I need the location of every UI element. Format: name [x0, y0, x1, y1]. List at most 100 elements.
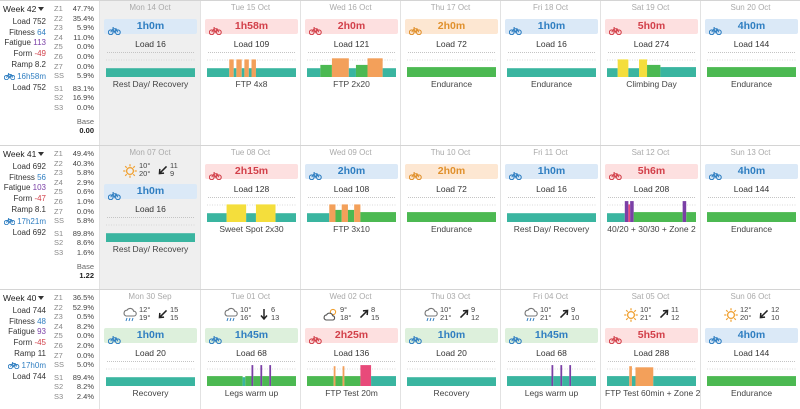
day-cell[interactable]: Tue 01 Oct 10° 16° 6 13 1h45m Load 68 Legs warm…	[200, 290, 300, 409]
intensity-segment	[207, 213, 227, 222]
workout-load: Load 16	[135, 204, 166, 214]
workout-card[interactable]: 2h25m Load 136 FTP Test 20m	[305, 328, 398, 400]
workout-card[interactable]: 2h0m Load 72 Endurance	[405, 164, 498, 236]
day-date: Wed 02 Oct	[329, 292, 372, 301]
day-cell[interactable]: Tue 15 Oct 1h58m Load 109 FTP 4x8	[200, 1, 300, 145]
workout-duration: 1h0m	[537, 20, 566, 32]
fatigue-label: Fatigue	[8, 327, 35, 337]
day-cell[interactable]: Sat 19 Oct 5h0m Load 274 Climbing Day	[600, 1, 700, 145]
workout-title: FTP 3x10	[333, 224, 370, 234]
day-cell[interactable]: Sat 05 Oct 10° 21° 11 12 5h5m Load 288 FTP Test…	[600, 290, 700, 409]
week-selector[interactable]: Week 42	[3, 4, 45, 14]
intensity-segment	[631, 376, 636, 386]
week-ramp: Ramp 8.2	[11, 59, 46, 69]
day-cell[interactable]: Fri 11 Oct 1h0m Load 16 Rest Day/ Recovery	[500, 146, 600, 289]
workout-card[interactable]: 2h15m Load 128 Sweet Spot 2x30	[205, 164, 298, 236]
workout-duration-bar: 1h0m	[104, 328, 197, 345]
workout-duration-bar: 4h0m	[705, 19, 798, 36]
temp-high: 21°	[440, 313, 452, 323]
workout-card[interactable]: 2h0m Load 121 FTP 2x20	[305, 19, 398, 91]
zone-row: Z2 52.9%	[54, 303, 94, 313]
workout-duration-bar: 1h0m	[104, 184, 197, 201]
week-selector[interactable]: Week 41	[3, 149, 45, 159]
workout-card[interactable]: 1h45m Load 68 Legs warm up	[205, 328, 298, 400]
zone-value: 0.0%	[76, 51, 94, 61]
workout-card[interactable]: 4h0m Load 144 Endurance	[705, 328, 798, 400]
zone-row: S3 0.0%	[54, 103, 94, 113]
zone-row: S2 8.2%	[54, 382, 94, 392]
temp-high: 18°	[340, 313, 352, 323]
wind-gust: 10	[771, 313, 780, 323]
zone-value: 2.4%	[76, 391, 94, 401]
day-cell[interactable]: Wed 02 Oct 9° 18° 8 15 2h25m Load 136 FTP Test …	[300, 290, 400, 409]
zone-value: 0.0%	[76, 102, 94, 112]
day-cell[interactable]: Fri 04 Oct 10° 21° 9 10 1h45m Load 68 Legs warm…	[500, 290, 600, 409]
intensity-segment	[707, 212, 796, 222]
week-load: Load 692	[12, 162, 46, 171]
bike-icon	[508, 22, 522, 40]
zone-row: Z1 36.5%	[54, 293, 94, 303]
zone-row: Z3 5.9%	[54, 23, 94, 33]
zone-row: Z6 1.0%	[54, 197, 94, 207]
day-cell[interactable]: Sun 20 Oct 4h0m Load 144 Endurance	[700, 1, 800, 145]
workout-duration: 1h45m	[534, 329, 569, 341]
intensity-segment	[307, 213, 330, 222]
week-fitness: Fitness 64	[0, 28, 46, 39]
day-cell[interactable]: Thu 10 Oct 2h0m Load 72 Endurance	[400, 146, 500, 289]
weather-forecast: 10° 20° 11 9	[100, 161, 200, 181]
workout-card[interactable]: 2h0m Load 72 Endurance	[405, 19, 498, 91]
week-form: Form -47	[0, 194, 46, 205]
day-cell[interactable]: Sat 12 Oct 5h6m Load 208 40/20 + 30/30 + Zo…	[600, 146, 700, 289]
day-cell[interactable]: Mon 14 Oct 1h0m Load 16 Rest Day/ Recovery	[99, 1, 200, 145]
workout-card[interactable]: 1h58m Load 109 FTP 4x8	[205, 19, 298, 91]
workout-duration: 2h15m	[234, 165, 269, 177]
workout-card[interactable]: 1h45m Load 68 Legs warm up	[505, 328, 598, 400]
zone-row: S1 89.4%	[54, 373, 94, 383]
day-cell[interactable]: Wed 16 Oct 2h0m Load 121 FTP 2x20	[300, 1, 400, 145]
day-cell[interactable]: Thu 03 Oct 10° 21° 9 12 1h0m Load 20 Recovery	[400, 290, 500, 409]
workout-duration-bar: 5h5m	[605, 328, 698, 345]
zone-key: Z7	[54, 206, 63, 216]
workout-title: Endurance	[730, 224, 773, 234]
workout-duration-bar: 1h45m	[505, 328, 598, 345]
day-cell[interactable]: Fri 18 Oct 1h0m Load 16 Endurance	[500, 1, 600, 145]
day-cell[interactable]: Tue 08 Oct 2h15m Load 128 Sweet Spot 2x30	[200, 146, 300, 289]
workout-load: Load 144	[733, 39, 770, 49]
day-cell[interactable]: Sun 13 Oct 4h0m Load 144 Endurance	[700, 146, 800, 289]
temp-low: 9°	[340, 305, 348, 314]
workout-card[interactable]: 5h5m Load 288 FTP Test 60min + Zone 2	[605, 328, 700, 400]
workout-card[interactable]: 4h0m Load 144 Endurance	[705, 19, 798, 91]
workout-card[interactable]: 2h0m Load 108 FTP 3x10	[305, 164, 398, 236]
day-date: Wed 16 Oct	[329, 3, 372, 12]
workout-title: Climbing Day	[626, 79, 677, 89]
workout-card[interactable]: 4h0m Load 144 Endurance	[705, 164, 798, 236]
workout-load: Load 68	[236, 348, 267, 358]
day-cell[interactable]: Mon 30 Sep 12° 19° 15 15 1h0m Load 20 Recovery	[99, 290, 200, 409]
intensity-segment	[106, 377, 195, 386]
workout-card[interactable]: 1h0m Load 16 Rest Day/ Recovery	[104, 19, 197, 91]
workout-card[interactable]: 1h0m Load 16 Rest Day/ Recovery	[104, 184, 197, 256]
workout-card[interactable]: 5h0m Load 274 Climbing Day	[605, 19, 698, 91]
day-cell[interactable]: Mon 07 Oct 10° 20° 11 9 1h0m Load 16 Rest Day/ …	[99, 146, 200, 289]
zone-value: 0.0%	[76, 350, 94, 360]
workout-card[interactable]: 1h0m Load 16 Endurance	[505, 19, 598, 91]
intensity-profile	[407, 59, 496, 77]
workout-card[interactable]: 1h0m Load 20 Recovery	[405, 328, 498, 400]
day-date: Mon 14 Oct	[129, 3, 171, 12]
day-cell[interactable]: Wed 09 Oct 2h0m Load 108 FTP 3x10	[300, 146, 400, 289]
intensity-segment	[275, 213, 296, 222]
workout-card[interactable]: 1h0m Load 16 Rest Day/ Recovery	[505, 164, 598, 236]
day-cell[interactable]: Sun 06 Oct 12° 20° 12 10 4h0m Load 144 Enduranc…	[700, 290, 800, 409]
intensity-segment	[367, 58, 383, 77]
day-cell[interactable]: Thu 17 Oct 2h0m Load 72 Endurance	[400, 1, 500, 145]
week-fitness: Fitness 48	[0, 317, 46, 328]
week-label: Week 41	[3, 149, 37, 159]
zone-row: S3 2.4%	[54, 392, 94, 402]
week-ramp: Ramp 8.1	[11, 204, 46, 214]
wind-gust: 10	[571, 313, 580, 323]
workout-load: Load 16	[536, 184, 567, 194]
week-selector[interactable]: Week 40	[3, 293, 45, 303]
workout-card[interactable]: 5h6m Load 208 40/20 + 30/30 + Zone 2	[605, 164, 698, 236]
workout-duration-bar: 5h6m	[605, 164, 698, 181]
workout-card[interactable]: 1h0m Load 20 Recovery	[104, 328, 197, 400]
